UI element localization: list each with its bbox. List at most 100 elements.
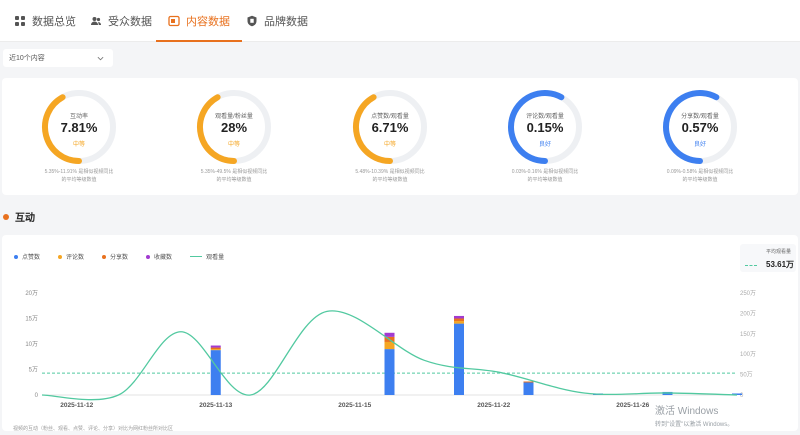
chart-footnote: 视频的互动（粉丝、观看、点赞、评论、分享）对比为网红粉丝所对比区 [13,426,174,432]
legend-item-comments[interactable]: 评论数 [58,252,84,261]
metric-desc-line: 5.48%-10.39% 是相似视频同比 [355,169,425,175]
x-tick-label: 2025-11-12 [60,402,93,409]
y-left-tick-label: 15万 [25,316,38,323]
bar-segment-comments [210,349,221,351]
metric-gauge [508,90,582,164]
metric-desc-line: 0.09%-0.58% 是相似视频同比 [666,169,734,175]
bar-segment-likes [454,323,464,395]
watermark-line: 转到"设置"以激活 Windows。 [655,422,734,428]
metric-label: 评论数/观看量 [526,114,564,120]
legend-item-views[interactable]: 观看量 [190,252,224,261]
bar-segment-shares [523,381,534,383]
bar-segment-shares [454,318,464,322]
y-left-tick-label: 5万 [29,367,38,374]
y-right-tick-label: 200万 [740,310,756,317]
legend-dot-icon [14,254,18,259]
metric-views-per-follower: 观看量/粉丝量 28% 中等 5.35%-49.5% 是相似视频同比 的平均等级数… [157,86,307,191]
legend-item-likes[interactable]: 点赞数 [14,252,40,261]
bar-segment-comments [384,341,395,350]
chart-legend: 点赞数 评论数 分享数 收藏数 观看量 [14,252,242,261]
metric-value: 0.57% [681,120,719,135]
metric-comments-per-view: 评论数/观看量 0.15% 良好 0.03%-0.16% 是相似视频同比 的平均等… [468,86,618,191]
legend-label: 观看量 [206,255,225,261]
metric-status: 良好 [693,142,706,148]
bar-segment-collects [454,315,464,319]
metric-description: 0.03%-0.16% 是相似视频同比 的平均等级数值 [468,168,622,184]
tab-label: 内容数据 [186,16,230,28]
metric-value: 0.15% [526,120,564,135]
metric-desc-line: 0.03%-0.16% 是相似视频同比 [511,169,579,175]
metric-status: 良好 [538,142,551,148]
metric-desc-line: 5.35%-11.91% 是相似视频同比 [44,169,114,175]
metric-gauge [663,90,737,164]
interaction-chart-card: 点赞数 评论数 分享数 收藏数 观看量 平均观看量 53.61万 0 5万 10万 1… [2,235,798,432]
y-right-tick-label: 150万 [740,331,756,338]
average-views-value: 53.61万 [766,260,795,269]
section-dot-icon [3,213,9,220]
content-range-select[interactable]: 近10个内容 [3,49,113,67]
metric-desc-line: 的平均等级数值 [682,177,718,183]
metric-desc-line: 的平均等级数值 [372,177,408,183]
tab-label: 受众数据 [108,16,152,28]
tab-content-data[interactable]: 内容数据 [156,0,242,42]
legend-dot-icon [146,254,151,259]
x-tick-label: 2025-11-15 [338,402,371,409]
metric-status: 中等 [383,142,396,148]
tab-label: 品牌数据 [264,16,308,28]
legend-label: 评论数 [66,255,85,261]
bar-segment-collects [384,332,395,337]
metric-label: 点赞数/观看量 [371,114,409,120]
metric-gauge [353,90,427,164]
metric-value: 6.71% [371,120,409,135]
metric-label: 观看量/粉丝量 [215,114,253,120]
interaction-chart: 0 5万 10万 15万 20万 0 50万 100万 150万 200万 250万 2025-11-… [25,290,756,409]
y-right-tick-label: 100万 [740,351,756,358]
metric-desc-line: 的平均等级数值 [216,177,252,183]
metrics-card: 互动率 7.81% 中等 5.35%-11.91% 是相似视频同比 的平均等级数值… [2,78,798,195]
legend-line-icon [190,255,203,258]
legend-label: 分享数 [110,255,129,261]
metric-likes-per-view: 点赞数/观看量 6.71% 中等 5.48%-10.39% 是相似视频同比 的平均… [313,86,463,191]
tab-bar: 数据总览 受众数据 内容数据 品牌数据 [0,0,800,42]
y-left-tick-label: 10万 [25,341,38,348]
metric-label: 分享数/观看量 [681,114,719,120]
legend-label: 点赞数 [22,255,41,261]
section-header: 互动 [3,209,35,224]
metric-desc-line: 的平均等级数值 [527,177,563,183]
bar-segment-collects [210,345,221,348]
tab-data-overview[interactable]: 数据总览 [14,0,76,42]
metric-description: 5.48%-10.39% 是相似视频同比 的平均等级数值 [313,168,467,184]
legend-item-collects[interactable]: 收藏数 [146,252,172,261]
bar-segment-comments [454,321,464,324]
average-views-label: 平均观看量 [766,249,792,255]
metric-desc-line: 5.35%-49.5% 是相似视频同比 [200,169,268,175]
legend-dot-icon [102,254,107,259]
y-left-tick-label: 20万 [25,290,38,297]
tab-label: 数据总览 [32,16,76,28]
tab-brand-data[interactable]: 品牌数据 [246,0,308,42]
metric-value: 7.81% [60,120,98,135]
watermark-line: 激活 Windows [655,406,719,417]
y-right-tick-label: 0 [740,393,744,399]
average-dash-icon [745,265,757,266]
content-range-value: 近10个内容 [9,55,45,62]
metric-label: 互动率 [69,114,88,120]
metric-desc-line: 的平均等级数值 [61,177,97,183]
bar-segment-likes [732,393,742,395]
tab-audience-data[interactable]: 受众数据 [90,0,152,42]
y-left-tick-label: 0 [35,393,39,399]
average-views-box: 平均观看量 53.61万 [740,244,796,272]
metric-gauge [197,90,271,164]
x-tick-label: 2025-11-26 [616,402,649,409]
y-right-tick-label: 50万 [740,372,753,379]
legend-label: 收藏数 [154,255,173,261]
grid-icon [15,16,25,26]
bar-segment-likes [384,349,395,395]
metric-status: 中等 [72,142,85,148]
x-tick-label: 2025-11-22 [477,402,510,409]
metric-description: 5.35%-49.5% 是相似视频同比 的平均等级数值 [157,168,311,184]
legend-item-shares[interactable]: 分享数 [102,252,128,261]
legend-dot-icon [58,254,63,259]
views-line [41,310,738,401]
metric-engagement-rate: 互动率 7.81% 中等 5.35%-11.91% 是相似视频同比 的平均等级数值 [2,86,152,191]
